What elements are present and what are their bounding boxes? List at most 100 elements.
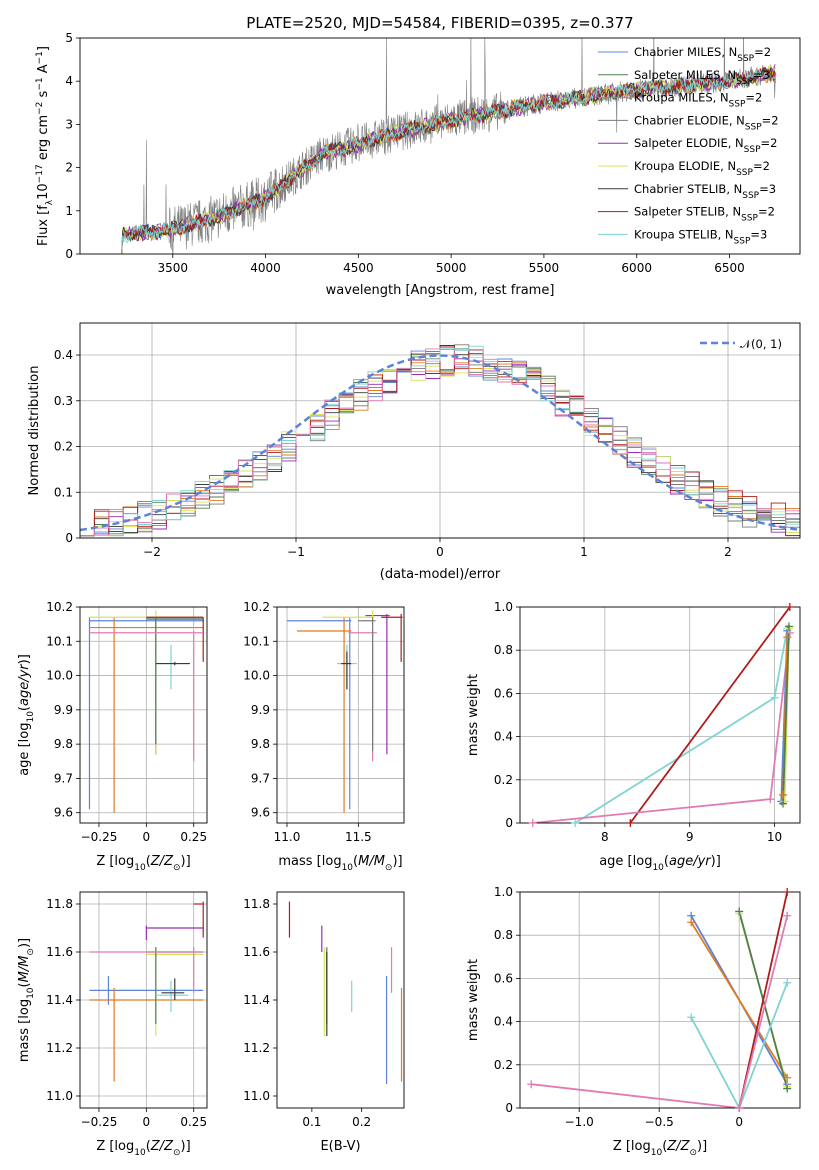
point-marker	[783, 978, 792, 987]
y-tick-label: 10.0	[243, 669, 270, 683]
y-tick-label: 5	[65, 31, 73, 45]
x-tick-label: 0	[436, 545, 444, 559]
weight-line	[629, 607, 791, 823]
panel-age_vs_mass: 11.0 11.5 9.6 9.7 9.8 9.9 10.0 10.1 10.2 mass [lo…	[243, 600, 405, 873]
histogram-series	[80, 345, 800, 537]
point-marker	[735, 907, 744, 916]
y-tick-label: 1.0	[494, 600, 513, 614]
plot-area	[288, 901, 403, 1084]
y-tick-label: 9.8	[54, 737, 73, 751]
y-tick-label: 0.8	[494, 643, 513, 657]
y-tick-label: 11.6	[46, 945, 73, 959]
y-tick-label: 9.9	[54, 703, 73, 717]
point-marker	[687, 918, 696, 927]
x-axis-label: Z [log10(Z/Z⊙)]	[613, 1139, 707, 1158]
panel-mass_vs_Z: −0.25 0 0.25 11.0 11.2 11.4 11.6 11.8 Z [log10(Z…	[17, 891, 208, 1158]
x-tick-label: 2	[724, 545, 732, 559]
plot-area	[531, 892, 789, 1108]
x-tick-label: −0.25	[81, 1115, 118, 1129]
panel-mass_vs_EBV: 0.1 0.2 11.0 11.2 11.4 11.6 11.8 E(B-V)	[243, 891, 405, 1154]
legend-label: Chabrier MILES, NSSP=2	[634, 45, 771, 64]
panel-weight_vs_Z: −1.0 −0.5 0 0 0.2 0.4 0.6 0.8 1.0 Z [log10(Z/Z⊙)]…	[466, 885, 801, 1158]
point-marker	[783, 888, 792, 896]
x-tick-label: −2	[143, 545, 161, 559]
panel-age_vs_Z: −0.25 0 0.25 9.6 9.7 9.8 9.9 10.0 10.1 10.2 Z [log…	[17, 600, 208, 873]
axes-frame	[79, 322, 801, 539]
axes-frame	[519, 891, 801, 1109]
legend-label: Salpeter STELIB, NSSP=2	[634, 205, 775, 224]
point-marker	[783, 1073, 792, 1082]
legend-label: Salpeter ELODIE, NSSP=2	[634, 136, 777, 155]
y-tick-label: 0.4	[494, 730, 513, 744]
y-tick-label: 10.1	[243, 634, 270, 648]
point-marker	[770, 693, 779, 702]
weight-line	[690, 921, 788, 1079]
model-spectrum	[117, 66, 776, 254]
y-tick-label: 0	[505, 1101, 513, 1115]
plot-area	[532, 607, 791, 823]
y-tick-label: 0.6	[494, 971, 513, 985]
legend-label: Chabrier STELIB, NSSP=3	[634, 182, 776, 201]
y-tick-label: 0.2	[54, 440, 73, 454]
y-axis-label: mass weight	[466, 674, 481, 756]
point-marker	[779, 799, 788, 808]
plot-area	[80, 344, 800, 537]
y-tick-label: 0.2	[494, 1058, 513, 1072]
y-tick-label: 9.8	[251, 737, 270, 751]
point-marker	[571, 819, 580, 827]
x-tick-label: 5500	[529, 261, 560, 275]
plot-area	[89, 901, 204, 1082]
histogram-series	[80, 348, 800, 537]
legend-label: Chabrier ELODIE, NSSP=2	[634, 113, 779, 132]
legend-label: Kroupa ELODIE, NSSP=2	[634, 159, 770, 178]
x-tick-label: 5000	[436, 261, 467, 275]
axes-frame	[276, 891, 405, 1109]
y-tick-label: 9.6	[251, 806, 270, 820]
point-marker	[528, 819, 537, 827]
x-axis-label: mass [log10(M/M⊙)]	[278, 854, 402, 873]
y-tick-label: 11.0	[46, 1089, 73, 1103]
x-axis-label: wavelength [Angstrom, rest frame]	[326, 283, 555, 298]
y-tick-label: 9.7	[54, 771, 73, 785]
y-tick-label: 10.2	[243, 600, 270, 614]
panel-spectrum: 3500 4000 4500 5000 5500 6000 6500 0 1 2 3 4 5 wavele…	[35, 31, 801, 298]
axes-frame	[79, 606, 208, 824]
y-tick-label: 0.4	[494, 1015, 513, 1029]
x-tick-label: −1.0	[565, 1115, 594, 1129]
histogram-series	[80, 345, 800, 537]
plot-area	[88, 610, 204, 813]
y-tick-label: 0	[65, 247, 73, 261]
point-marker	[783, 633, 792, 642]
y-axis-label: Normed distribution	[27, 366, 42, 496]
y-tick-label: 1.0	[494, 885, 513, 899]
y-axis-label: mass weight	[466, 959, 481, 1041]
x-tick-label: 8	[601, 830, 609, 844]
y-tick-label: 11.0	[243, 1089, 270, 1103]
y-tick-label: 11.2	[46, 1041, 73, 1055]
axes-frame	[79, 891, 208, 1109]
y-tick-label: 0.8	[494, 928, 513, 942]
y-tick-label: 0.4	[54, 348, 73, 362]
y-tick-label: 9.9	[251, 703, 270, 717]
y-tick-label: 11.8	[243, 897, 270, 911]
x-tick-label: 11.5	[345, 830, 372, 844]
x-tick-label: −0.25	[81, 830, 118, 844]
point-marker	[687, 1013, 696, 1022]
y-tick-label: 0	[65, 531, 73, 545]
model-spectrum	[117, 68, 776, 254]
y-tick-label: 10.1	[46, 634, 73, 648]
x-tick-label: −1	[287, 545, 305, 559]
x-tick-label: 6500	[714, 261, 745, 275]
weight-line	[690, 982, 789, 1108]
y-tick-label: 1	[65, 204, 73, 218]
x-axis-label: Z [log10(Z/Z⊙)]	[96, 854, 190, 873]
y-axis-label: Flux [fλ10−17 erg cm−2 s−1 A−1]	[35, 46, 55, 246]
y-tick-label: 0	[505, 816, 513, 830]
y-tick-label: 9.6	[54, 806, 73, 820]
point-marker	[785, 603, 794, 611]
y-tick-label: 10.2	[46, 600, 73, 614]
axes-frame	[519, 606, 801, 824]
gaussian-curve	[80, 354, 800, 532]
y-tick-label: 0.2	[494, 773, 513, 787]
